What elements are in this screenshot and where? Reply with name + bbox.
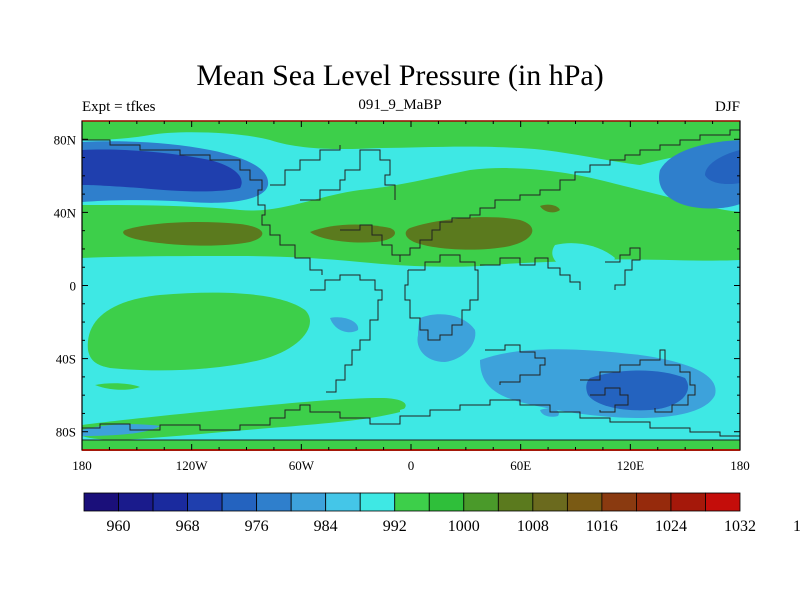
colorbar-swatch	[566, 492, 603, 512]
lat-tick-label: 40N	[54, 205, 77, 220]
run-label: 091_9_MaBP	[358, 97, 442, 113]
colorbar-label: 1024	[655, 518, 687, 535]
colorbar-label: 1008	[517, 518, 549, 535]
plot-title: Mean Sea Level Pressure (in hPa)	[196, 59, 604, 92]
colorbar-swatch	[290, 492, 327, 512]
latitude-axis: 80N 40N 0 40S 80S	[54, 132, 740, 440]
lat-tick-label: 80N	[54, 132, 77, 147]
colorbar-swatch	[118, 492, 154, 512]
colorbar-swatch	[394, 492, 430, 512]
lon-tick-label: 120W	[176, 458, 209, 473]
colorbar-label: 992	[383, 518, 407, 535]
pressure-field	[82, 121, 740, 450]
colorbar-label: 976	[245, 518, 269, 535]
colorbar-label: 968	[176, 518, 200, 535]
experiment-label: Expt = tfkes	[82, 99, 156, 115]
colorbar-swatch	[359, 492, 396, 512]
colorbar-swatch	[83, 492, 119, 512]
colorbar-label: 984	[314, 518, 338, 535]
longitude-axis: 180 120W 60W 0 60E 120E 180	[72, 121, 750, 473]
coastlines	[82, 129, 740, 441]
lon-tick-label: 180	[72, 458, 92, 473]
colorbar-swatch	[221, 492, 258, 512]
colorbar-swatch	[636, 492, 672, 512]
colorbar-label: 1040	[793, 518, 800, 535]
lat-tick-label: 80S	[56, 425, 76, 440]
colorbar-swatch	[670, 492, 706, 512]
colorbar-swatch	[256, 492, 292, 512]
colorbar-label: 1032	[724, 518, 756, 535]
colorbar-swatch	[601, 492, 637, 512]
season-label: DJF	[714, 99, 740, 115]
colorbar-swatch	[532, 492, 568, 512]
colorbar-label: 960	[107, 518, 131, 535]
lon-tick-label: 60W	[289, 458, 315, 473]
colorbar-swatch	[705, 492, 741, 512]
lat-tick-label: 40S	[56, 352, 76, 367]
colorbar: 960 968 976 984 992 1000 1008 1016 1024 1032 1040	[83, 492, 800, 535]
colorbar-label: 1016	[586, 518, 618, 535]
colorbar-swatch	[497, 492, 534, 512]
lon-tick-label: 120E	[617, 458, 645, 473]
lat-tick-label: 0	[70, 279, 77, 294]
colorbar-swatch	[325, 492, 361, 512]
lon-tick-label: 0	[408, 458, 415, 473]
colorbar-label: 1000	[448, 518, 480, 535]
colorbar-swatch	[463, 492, 499, 512]
colorbar-swatch	[428, 492, 465, 512]
lon-tick-label: 180	[730, 458, 750, 473]
colorbar-swatch	[152, 492, 188, 512]
lon-tick-label: 60E	[510, 458, 531, 473]
colorbar-swatch	[187, 492, 223, 512]
